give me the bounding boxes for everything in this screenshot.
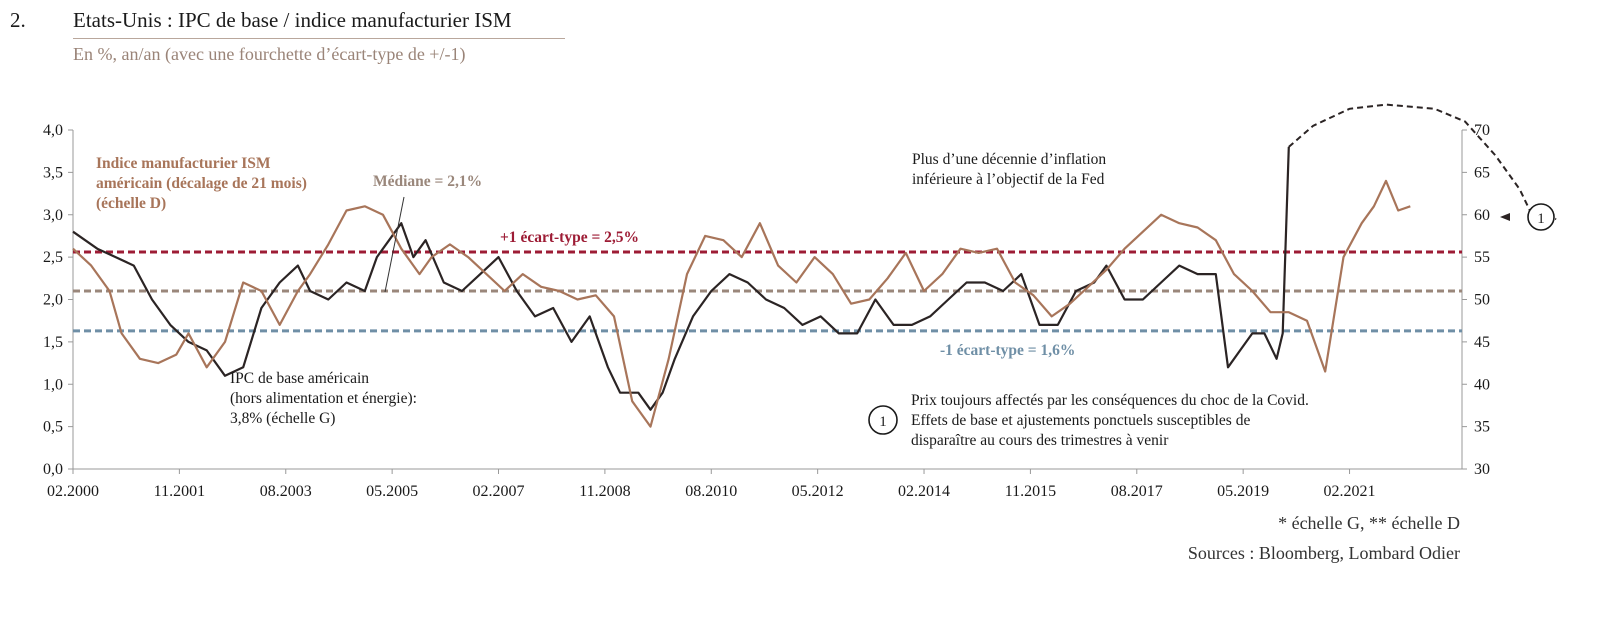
scale-footnote: * échelle G, ** échelle D [1278, 513, 1460, 533]
title-divider [73, 38, 565, 39]
figure-number: 2. [10, 8, 26, 32]
covid-note-line: Prix toujours affectés par les conséquen… [911, 392, 1309, 409]
x-tick-label: 02.2014 [898, 483, 950, 500]
ism-series-line [72, 179, 1411, 428]
median-leader-line [384, 196, 405, 293]
x-tick-label: 02.2021 [1324, 483, 1376, 500]
chart-title: Etats-Unis : IPC de base / indice manufa… [73, 8, 512, 32]
x-tick-label: 05.2019 [1217, 483, 1269, 500]
ism-label-line: Indice manufacturier ISM [96, 155, 271, 172]
decade-note-line: inférieure à l’objectif de la Fed [912, 171, 1105, 188]
marker-number: 1 [1537, 211, 1545, 227]
chart-subtitle: En %, an/an (avec une fourchette d’écart… [73, 44, 466, 64]
marker-circle [1527, 203, 1555, 231]
cpi-projection-line [1288, 103, 1557, 220]
left-tick-label: 1,0 [43, 376, 63, 393]
right-tick-label: 60 [1474, 207, 1490, 224]
right-tick-label: 55 [1474, 249, 1490, 266]
x-tick-label: 08.2003 [260, 483, 312, 500]
note-marker-number: 1 [879, 414, 887, 430]
median-label: Médiane = 2,1% [373, 173, 482, 190]
x-tick-label: 08.2010 [685, 483, 737, 500]
right-tick-label: 50 [1474, 292, 1490, 309]
left-tick-label: 3,0 [43, 207, 63, 224]
left-tick-label: 2,0 [43, 292, 63, 309]
x-tick-label: 02.2000 [47, 483, 99, 500]
right-tick-label: 65 [1474, 164, 1490, 181]
left-tick-label: 2,5 [43, 249, 63, 266]
plus1sd-label: +1 écart-type = 2,5% [500, 229, 639, 246]
sources-footnote: Sources : Bloomberg, Lombard Odier [1187, 543, 1460, 563]
note-marker-circle [868, 405, 898, 435]
right-tick-label: 40 [1474, 376, 1490, 393]
left-tick-label: 0,5 [43, 419, 63, 436]
x-tick-label: 11.2008 [579, 483, 630, 500]
x-tick-label: 02.2007 [473, 483, 525, 500]
covid-note-line: Effets de base et ajustements ponctuels … [911, 412, 1250, 429]
projection-arrowhead [1500, 213, 1510, 221]
right-tick-label: 35 [1474, 419, 1490, 436]
ism-label-line: (échelle D) [96, 195, 166, 212]
cpi-label-line: (hors alimentation et énergie): [230, 390, 417, 407]
left-tick-label: 4,0 [43, 122, 63, 139]
left-tick-label: 0,0 [43, 461, 63, 478]
ism-label-line: américain (décalage de 21 mois) [96, 175, 307, 192]
x-tick-label: 11.2015 [1005, 483, 1056, 500]
decade-note-line: Plus d’une décennie d’inflation [912, 151, 1106, 168]
right-tick-label: 30 [1474, 461, 1490, 478]
x-tick-label: 05.2012 [792, 483, 844, 500]
left-tick-label: 3,5 [43, 164, 63, 181]
x-tick-label: 11.2001 [154, 483, 205, 500]
covid-note-line: disparaître au cours des trimestres à ve… [911, 432, 1169, 449]
cpi-series-line [72, 146, 1290, 411]
minus1sd-label: -1 écart-type = 1,6% [940, 342, 1075, 359]
cpi-label-line: IPC de base américain [230, 370, 369, 387]
right-tick-label: 70 [1474, 122, 1490, 139]
x-tick-label: 05.2005 [366, 483, 418, 500]
left-tick-label: 1,5 [43, 334, 63, 351]
x-tick-label: 08.2017 [1111, 483, 1163, 500]
right-tick-label: 45 [1474, 334, 1490, 351]
cpi-label-line: 3,8% (échelle G) [230, 410, 335, 427]
